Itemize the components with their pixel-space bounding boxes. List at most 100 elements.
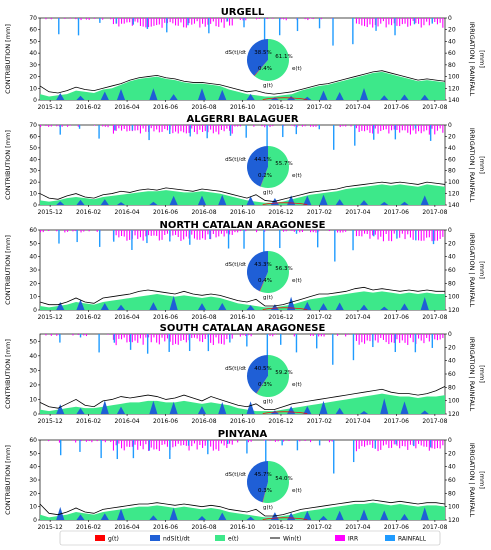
legend-swatch — [385, 535, 395, 541]
irr-bar — [256, 230, 258, 233]
rainfall-bar — [373, 230, 375, 237]
legend-box — [59, 530, 441, 546]
irr-bar — [364, 440, 366, 447]
irr-bar — [312, 18, 314, 20]
x-tick-label: 2016-04 — [115, 314, 140, 321]
pie-pct-label: 38.5% — [254, 50, 271, 56]
y2-axis-label: IRRIGATION | RAINFALL — [468, 337, 476, 412]
irr-bar — [301, 230, 303, 232]
irr-bar — [175, 230, 177, 235]
irr-bar — [220, 18, 222, 23]
nds-spike — [197, 516, 207, 520]
irr-bar — [112, 125, 114, 134]
nds-spike — [149, 88, 158, 100]
irr-bar — [345, 334, 347, 337]
irr-bar — [231, 18, 233, 26]
y-tick-label: 20 — [29, 74, 37, 81]
pie-slice — [254, 60, 268, 77]
legend: g(t) ndS(t)/dt e(t) Win(t) IRR RAINFALL — [59, 530, 441, 546]
irr-bar — [142, 125, 144, 129]
irr-bar — [442, 334, 444, 339]
panel-title: URGELL — [221, 7, 265, 18]
rainfall-bar — [187, 440, 190, 446]
rainfall-bar — [115, 18, 118, 24]
rainfall-bar — [146, 18, 149, 29]
y-tick-label: 10 — [29, 191, 37, 198]
y-tick-label: 70 — [29, 122, 37, 129]
irr-bar — [156, 440, 158, 450]
irr-bar — [404, 334, 406, 343]
y2-axis-unit: [mm] — [478, 365, 486, 383]
rainfall-bar — [59, 125, 61, 135]
irr-bar — [291, 230, 293, 231]
irr-bar — [415, 440, 417, 449]
y2-tick-label: 20 — [448, 27, 456, 34]
nds-spike — [100, 302, 109, 310]
y-tick-label: 40 — [29, 353, 37, 360]
x-tick-label: 2016-08 — [191, 524, 216, 531]
x-tick-label: 2017-06 — [384, 524, 409, 531]
irr-bar — [231, 440, 233, 445]
irr-bar — [220, 230, 222, 234]
y-tick-label: 20 — [29, 280, 37, 287]
irr-bar — [264, 230, 266, 232]
nds-spike — [400, 94, 409, 100]
legend-swatch — [335, 535, 345, 541]
irr-bar — [129, 440, 131, 447]
irr-bar — [261, 125, 263, 127]
irr-bar — [436, 440, 438, 449]
irr-bar — [347, 334, 349, 335]
irr-bar — [391, 18, 393, 26]
rainfall-bar — [295, 334, 298, 353]
rainfall-bar — [295, 230, 298, 234]
irr-bar — [210, 334, 212, 343]
irr-bar — [75, 18, 77, 20]
rainfall-bar — [429, 440, 432, 448]
irr-bar — [372, 440, 374, 448]
nds-spike — [246, 401, 255, 414]
rainfall-bar — [352, 440, 355, 463]
irr-bar — [185, 125, 187, 134]
x-tick-label: 2016-12 — [268, 209, 293, 216]
irr-bar — [264, 440, 266, 441]
pie-pct-label: 0.3% — [258, 488, 272, 494]
y-tick-label: 50 — [29, 240, 37, 247]
pie-name-label: e(t) — [292, 382, 302, 388]
irr-bar — [218, 440, 220, 451]
irr-bar — [131, 440, 133, 447]
irr-bar — [115, 230, 117, 236]
irr-bar — [123, 230, 125, 237]
rainfall-bar — [333, 125, 335, 150]
irr-bar — [191, 125, 193, 129]
irr-bar — [129, 334, 131, 342]
irr-bar — [134, 230, 136, 236]
rainfall-bar — [318, 125, 320, 130]
irr-bar — [358, 125, 360, 132]
y-tick-label: 0 — [33, 202, 37, 209]
irr-bar — [158, 125, 160, 133]
irr-bar — [382, 125, 384, 130]
rainfall-bar — [394, 18, 396, 36]
irr-bar — [48, 440, 50, 442]
irr-bar — [399, 334, 401, 343]
irr-bar — [339, 125, 341, 128]
pie-pct-label: 44.1% — [254, 157, 271, 163]
pie-name-label: g(t) — [263, 295, 273, 301]
irr-bar — [439, 440, 441, 449]
irr-bar — [299, 440, 301, 442]
x-tick-label: 2017-04 — [345, 524, 370, 531]
g-line — [262, 517, 308, 520]
irr-bar — [185, 334, 187, 343]
irr-bar — [121, 230, 123, 237]
rainfall-bar — [132, 18, 134, 25]
irr-bar — [118, 230, 120, 238]
rainfall-bar — [129, 334, 132, 350]
irr-bar — [239, 230, 241, 232]
irr-bar — [83, 334, 85, 336]
irr-bar — [269, 334, 271, 336]
irr-bar — [355, 230, 357, 237]
irr-bar — [102, 18, 104, 20]
irr-bar — [409, 230, 411, 238]
nds-spike — [335, 302, 344, 310]
